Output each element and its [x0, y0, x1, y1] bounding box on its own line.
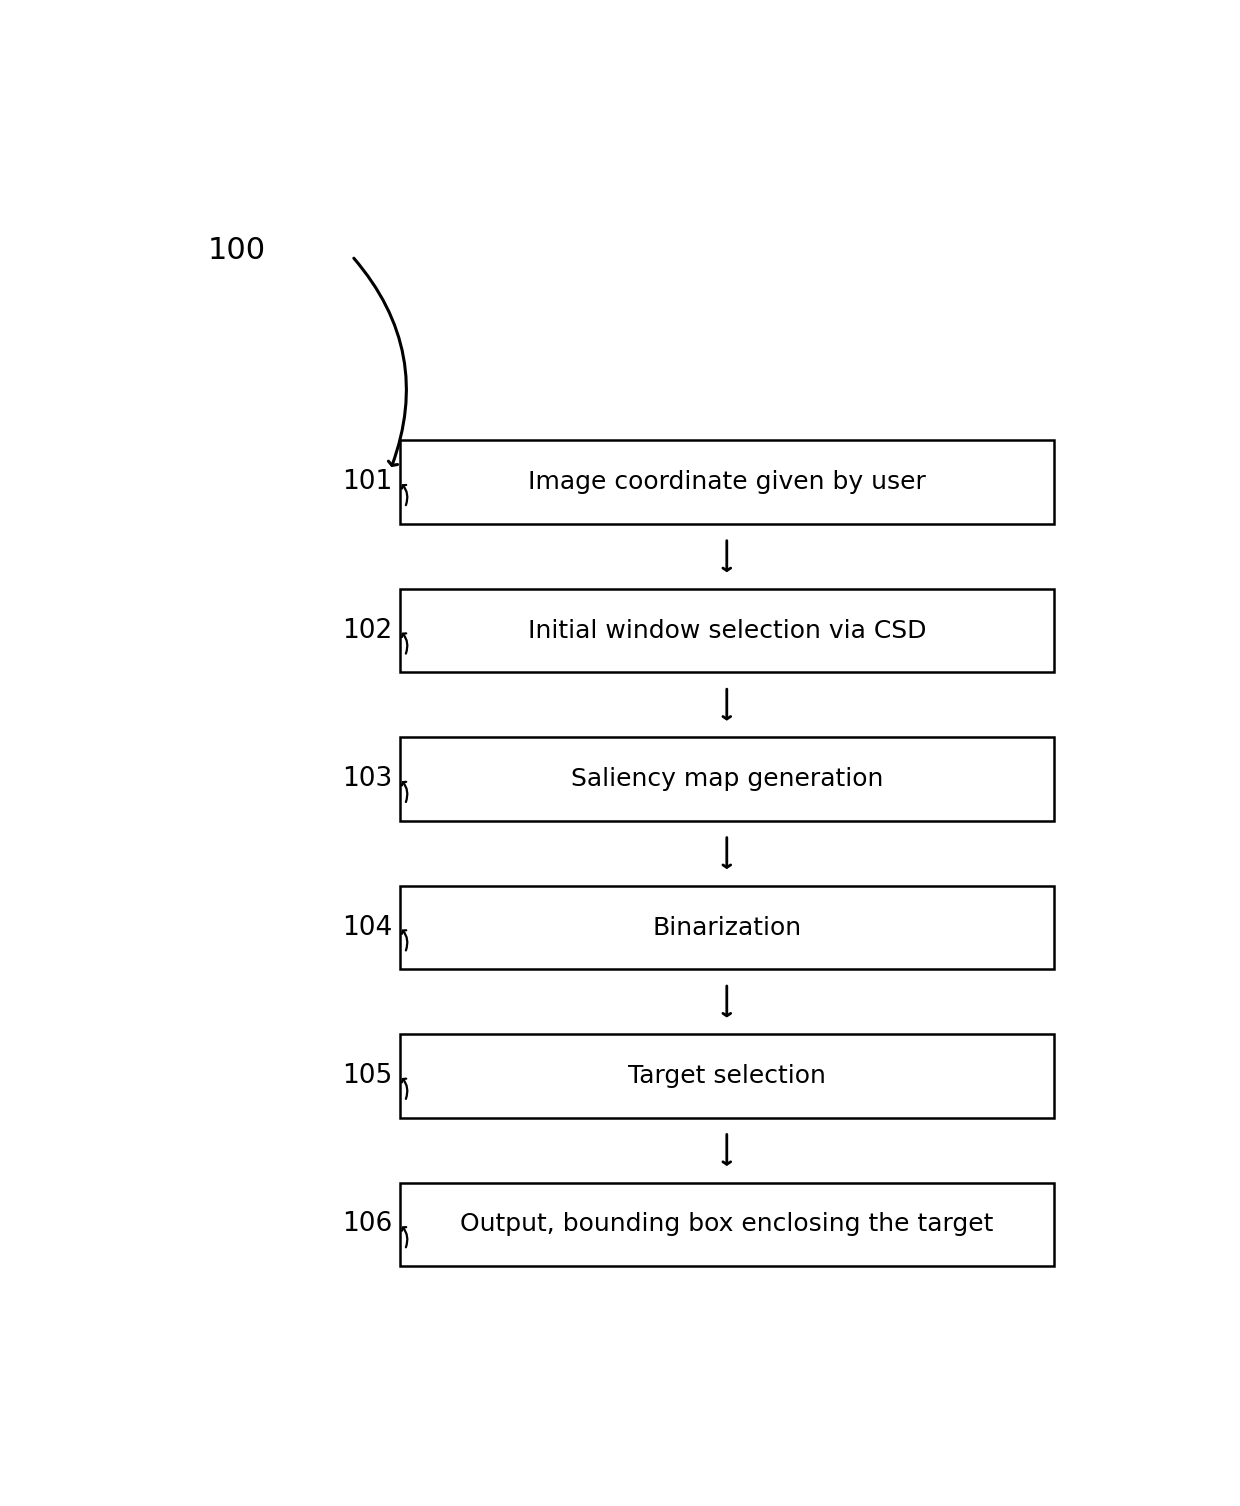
FancyBboxPatch shape [401, 738, 1054, 821]
FancyBboxPatch shape [401, 1035, 1054, 1117]
Text: Output, bounding box enclosing the target: Output, bounding box enclosing the targe… [460, 1212, 993, 1236]
Text: 104: 104 [342, 914, 393, 941]
Text: 105: 105 [342, 1063, 393, 1089]
FancyBboxPatch shape [401, 886, 1054, 970]
Text: 102: 102 [342, 617, 393, 643]
Text: 100: 100 [208, 236, 267, 265]
Text: Initial window selection via CSD: Initial window selection via CSD [527, 619, 926, 643]
Text: Target selection: Target selection [627, 1063, 826, 1087]
Text: 101: 101 [342, 470, 393, 495]
Text: Binarization: Binarization [652, 916, 801, 940]
Text: Image coordinate given by user: Image coordinate given by user [528, 470, 926, 494]
FancyBboxPatch shape [401, 1182, 1054, 1267]
Text: Saliency map generation: Saliency map generation [570, 767, 883, 791]
Text: 103: 103 [342, 767, 393, 792]
Text: 106: 106 [342, 1211, 393, 1238]
FancyBboxPatch shape [401, 589, 1054, 672]
FancyBboxPatch shape [401, 440, 1054, 524]
